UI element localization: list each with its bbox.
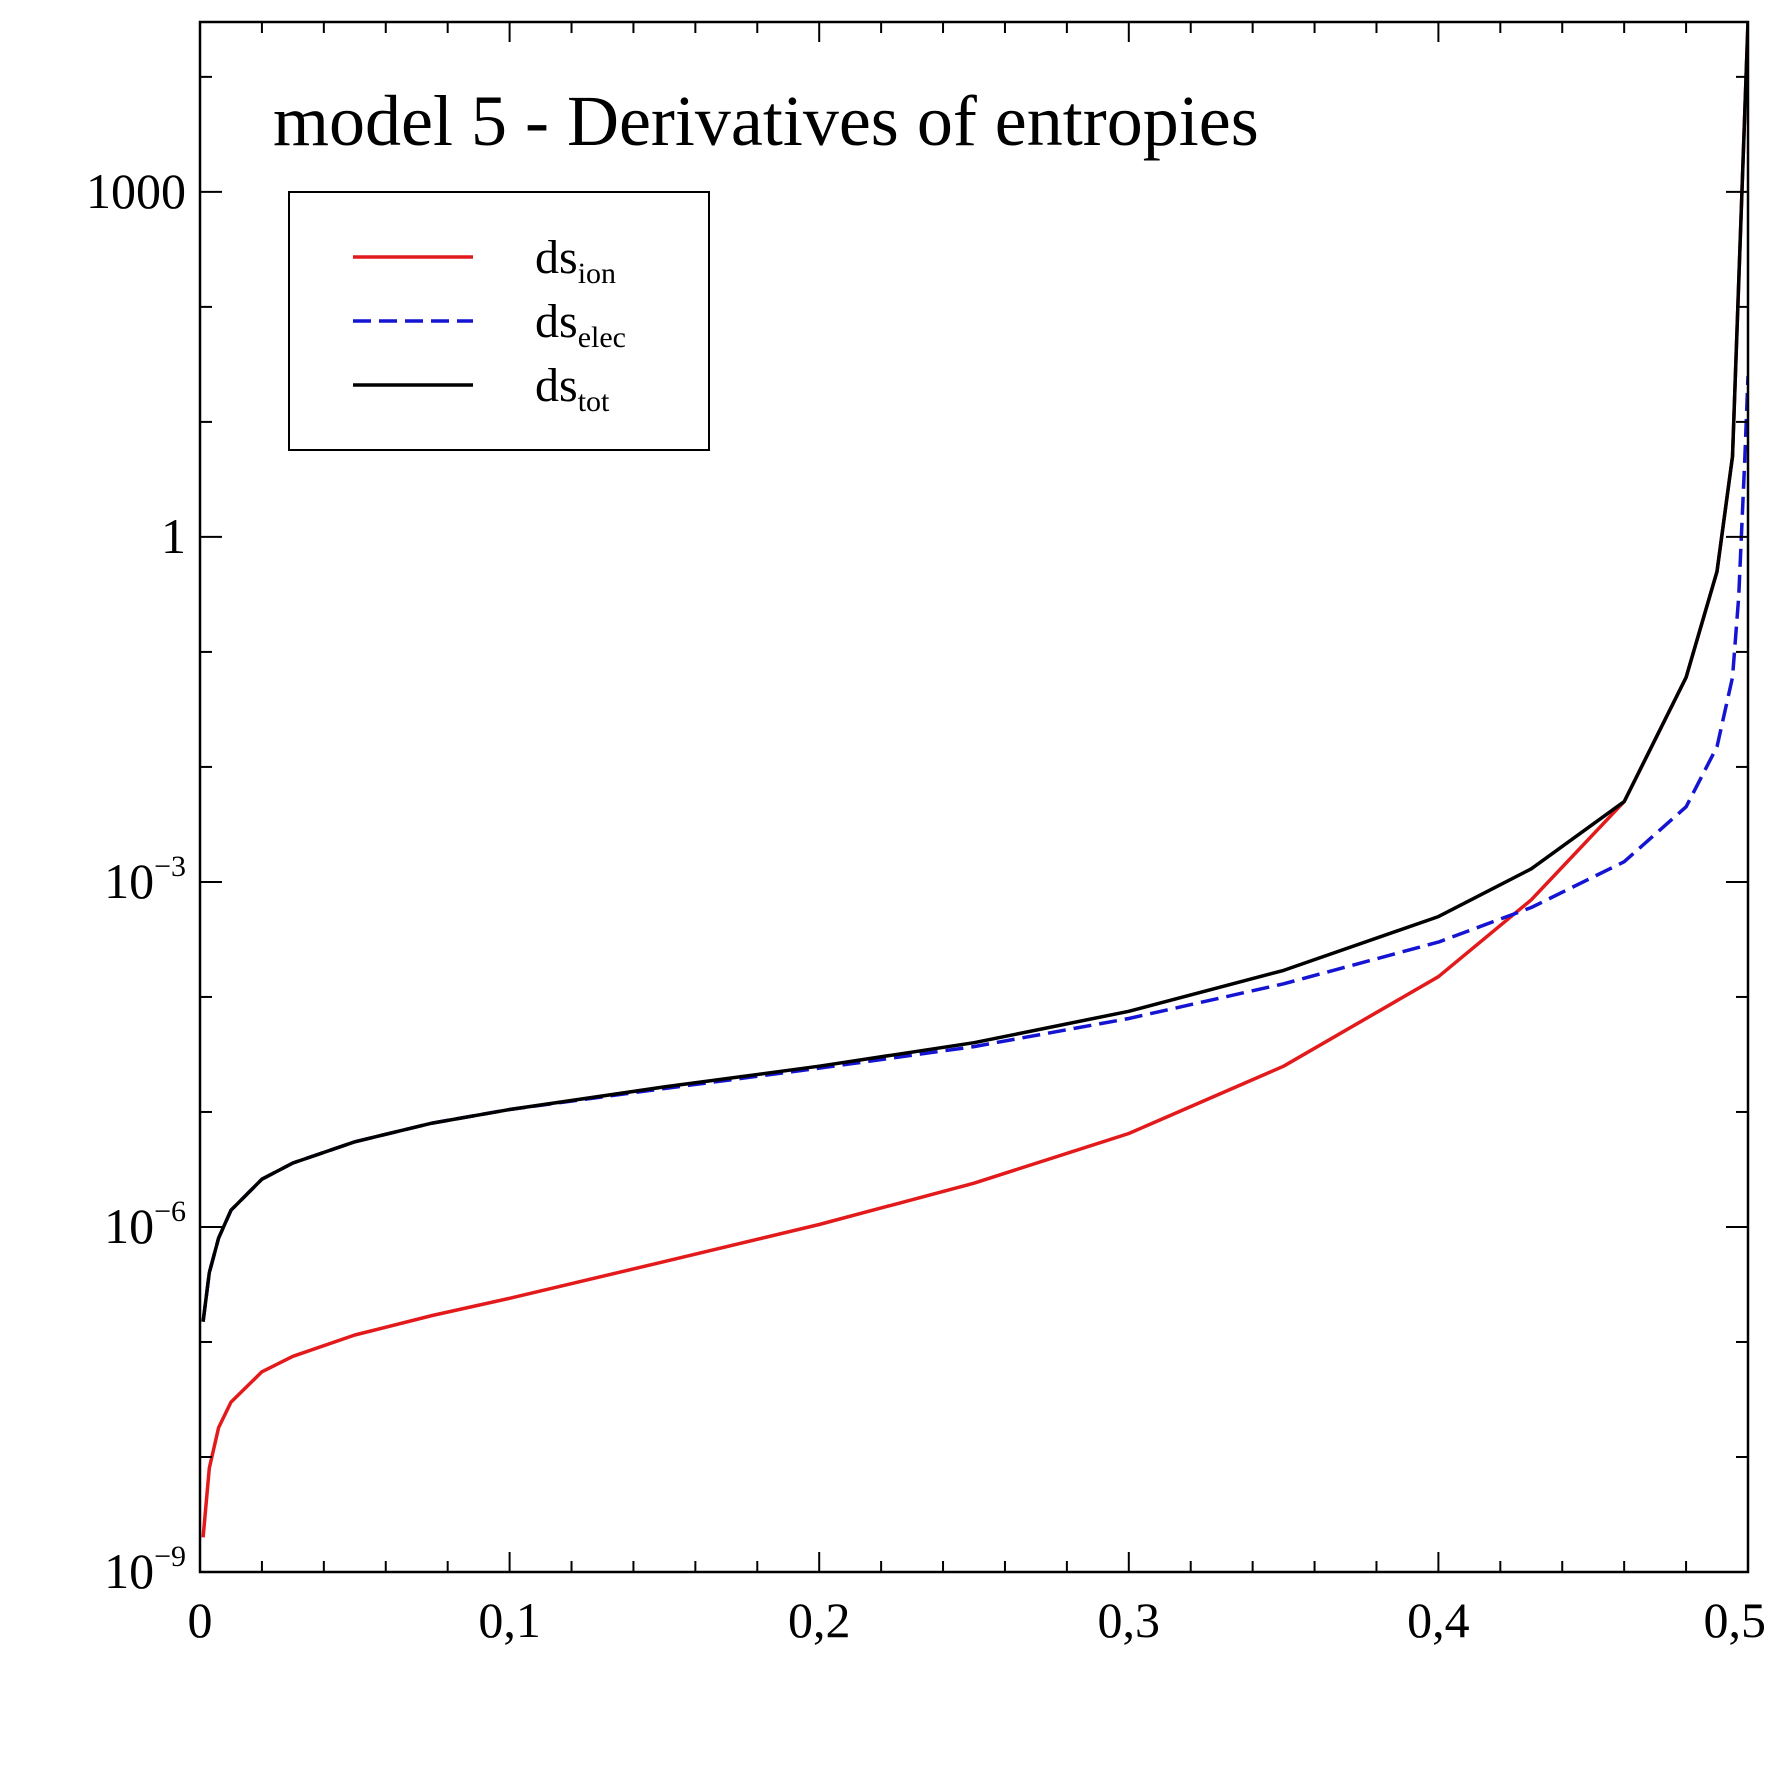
y-tick-base: 10 xyxy=(104,1198,154,1254)
y-tick-label: 1000 xyxy=(86,163,186,219)
legend-box xyxy=(288,191,710,451)
legend-name: ds xyxy=(535,295,578,348)
legend-subscript: ion xyxy=(578,257,616,290)
y-tick-exponent: −6 xyxy=(154,1195,186,1228)
y-tick-label: 10−9 xyxy=(104,1540,186,1599)
x-tick-label: 0,4 xyxy=(1407,1592,1470,1648)
y-tick-label: 1 xyxy=(161,508,186,564)
legend-label-tot: dstot xyxy=(535,359,610,418)
legend-name: ds xyxy=(535,359,578,412)
x-tick-label: 0,2 xyxy=(788,1592,851,1648)
legend-label-ion: dsion xyxy=(535,231,616,290)
y-tick-base: 10 xyxy=(104,853,154,909)
x-tick-label: 0 xyxy=(188,1592,213,1648)
series-line-tot xyxy=(201,22,1748,1322)
y-tick-label: 10−6 xyxy=(104,1195,186,1254)
legend-subscript: tot xyxy=(578,385,610,418)
x-axis-tick-labels: 0 0,1 0,2 0,3 0,4 0,5 xyxy=(188,1592,1767,1648)
legend-label-elec: dselec xyxy=(535,295,626,354)
y-tick-exponent: −9 xyxy=(154,1540,186,1573)
y-tick-base: 10 xyxy=(104,1543,154,1599)
chart-title: model 5 - Derivatives of entropies xyxy=(273,81,1259,161)
series-layer xyxy=(201,22,1748,1538)
legend-name: ds xyxy=(535,231,578,284)
y-tick-label: 10−3 xyxy=(104,850,186,909)
x-tick-label: 0,5 xyxy=(1704,1592,1767,1648)
x-tick-label: 0,3 xyxy=(1098,1592,1161,1648)
series-line-elec xyxy=(201,376,1748,1322)
x-tick-label: 0,1 xyxy=(478,1592,541,1648)
y-tick-exponent: −3 xyxy=(154,850,186,883)
legend-subscript: elec xyxy=(578,321,626,354)
plot-frame xyxy=(198,20,1750,1574)
